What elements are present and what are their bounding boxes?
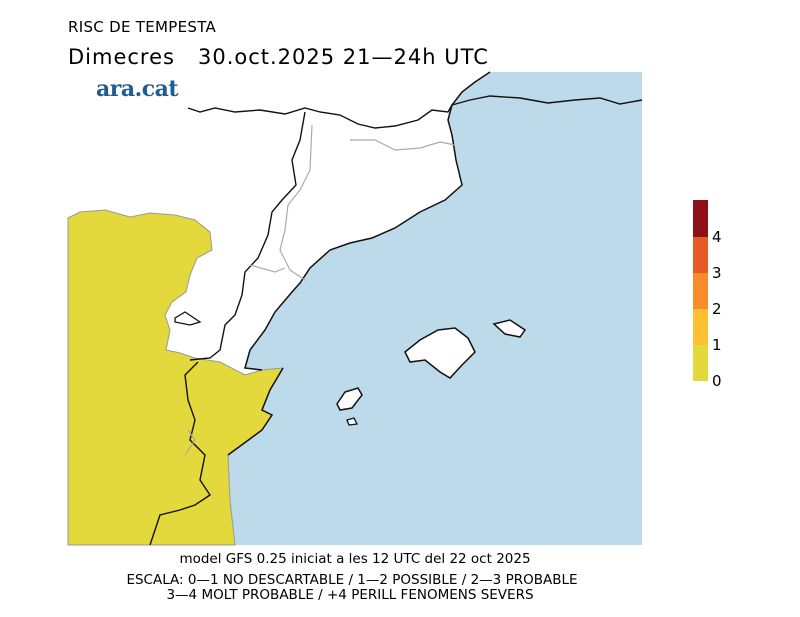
- sea-area: [228, 72, 642, 545]
- formentera-island: [346, 417, 358, 426]
- map-title: RISC DE TEMPESTA: [68, 18, 217, 36]
- legend-tick-3: 3: [712, 264, 722, 282]
- scale-line-2: 3—4 MOLT PROBABLE / +4 PERILL FENOMENS S…: [166, 587, 534, 603]
- legend-swatch-4-plus: [693, 200, 708, 237]
- province-borders: [184, 124, 456, 456]
- region-border: [149, 111, 306, 546]
- risk-color-legend: [693, 200, 708, 381]
- country-border: [187, 95, 643, 129]
- mallorca-island: [404, 327, 476, 379]
- ibiza-island: [336, 387, 363, 411]
- coastline: [227, 71, 491, 456]
- legend-swatch-3-4: [693, 237, 708, 273]
- scale-line-1: ESCALA: 0—1 NO DESCARTABLE / 1—2 POSSIBL…: [126, 572, 578, 588]
- legend-tick-4: 4: [712, 228, 722, 246]
- legend-swatch-2-3: [693, 273, 708, 309]
- forecast-date: Dimecres 30.oct.2025 21—24h UTC: [68, 45, 489, 69]
- legend-tick-1: 1: [712, 336, 722, 354]
- legend-tick-0: 0: [712, 372, 722, 390]
- legend-tick-2: 2: [712, 300, 722, 318]
- model-info: model GFS 0.25 iniciat a les 12 UTC del …: [179, 551, 531, 567]
- legend-swatch-0-1: [693, 345, 708, 381]
- ara-cat-logo: ara.cat: [96, 76, 179, 102]
- region-border-coast: [174, 311, 202, 326]
- menorca-island: [492, 319, 527, 338]
- legend-swatch-1-2: [693, 309, 708, 345]
